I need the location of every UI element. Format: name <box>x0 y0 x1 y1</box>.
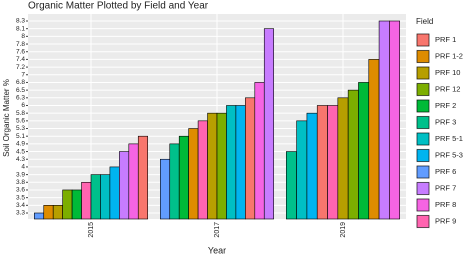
y-tick-label: 5.6 <box>16 118 25 125</box>
legend-label: PRF 8 <box>435 200 456 209</box>
y-tick-label: 8 <box>21 33 25 40</box>
bar <box>389 20 400 220</box>
y-tick-label: 7.6 <box>16 48 25 55</box>
y-tick-label: 8.3 <box>16 18 25 25</box>
y-tick-label: 5.3 <box>16 125 25 132</box>
x-tick-label: 2019 <box>340 222 347 238</box>
y-tick-label: 4.3 <box>16 156 25 163</box>
bar <box>119 151 130 220</box>
bar <box>33 212 45 220</box>
legend-swatch <box>416 198 430 212</box>
bar <box>109 166 120 220</box>
legend-swatch <box>416 66 430 80</box>
bar <box>337 97 349 220</box>
legend-label: PRF 7 <box>435 183 456 192</box>
bar <box>197 120 208 220</box>
y-tick-label: 5.8 <box>16 110 25 117</box>
bar <box>296 120 308 220</box>
legend-swatch <box>416 149 430 162</box>
bar <box>188 128 199 220</box>
bar <box>52 205 63 220</box>
bar <box>43 205 54 220</box>
bar <box>178 135 189 220</box>
y-tick-label: 6.3 <box>16 95 25 102</box>
legend-swatch <box>416 50 430 63</box>
bar <box>137 135 148 220</box>
y-axis-label: Soil Organic Matter % <box>2 79 11 157</box>
bar <box>316 105 328 220</box>
bar <box>128 143 139 220</box>
y-tick-label: 6 <box>21 102 25 109</box>
bar <box>81 181 92 220</box>
y-tick-label: 4.9 <box>16 141 25 148</box>
chart-title: Organic Matter Plotted by Field and Year <box>28 1 209 12</box>
legend-swatch <box>416 116 430 129</box>
bar <box>347 89 359 220</box>
legend-label: PRF 2 <box>435 101 456 110</box>
legend-label: PRF 5-3 <box>435 150 463 159</box>
bar <box>226 105 237 220</box>
y-tick-label: 7.2 <box>16 64 25 71</box>
legend-swatch <box>416 182 430 195</box>
legend-label: PRF 10 <box>435 68 460 77</box>
legend-label: PRF 1-2 <box>435 51 463 60</box>
legend-label: PRF 5-1 <box>435 134 463 143</box>
bar <box>216 112 227 220</box>
y-tick-label: 3.3 <box>16 210 25 217</box>
bar <box>306 112 318 220</box>
legend-label: PRF 1 <box>435 35 456 44</box>
legend-label: PRF 12 <box>435 84 460 93</box>
y-tick-label: 3.8 <box>16 179 25 186</box>
x-axis-label: Year <box>208 245 226 255</box>
y-tick-label: 7.8 <box>16 41 25 48</box>
y-tick-label: 5.1 <box>16 133 25 140</box>
y-tick-label: 8.1 <box>16 25 25 32</box>
bar <box>254 82 265 220</box>
bar <box>378 20 390 220</box>
bar <box>263 28 274 220</box>
bar <box>368 59 380 220</box>
legend-swatch <box>416 132 430 146</box>
legend-swatch <box>416 99 430 113</box>
y-tick-label: 7.4 <box>16 56 25 63</box>
bar <box>207 112 218 220</box>
bar <box>235 105 246 220</box>
y-tick-label: 3.9 <box>16 171 25 178</box>
x-tick-label: 2017 <box>214 222 221 238</box>
y-tick-label: 3.5 <box>16 194 25 201</box>
bar <box>71 189 82 220</box>
bar <box>245 97 256 220</box>
legend-label: PRF 9 <box>435 216 456 225</box>
y-tick-label: 7 <box>21 71 25 78</box>
bar <box>100 174 111 220</box>
y-tick-label: 3.4 <box>16 202 25 209</box>
x-tick-label: 2015 <box>88 222 95 238</box>
legend-swatch <box>416 33 430 47</box>
bar <box>90 174 101 220</box>
legend-swatch <box>416 83 430 96</box>
legend-label: PRF 3 <box>435 117 456 126</box>
bar <box>285 151 297 220</box>
legend-swatch <box>416 215 430 228</box>
y-tick-label: 4 <box>21 164 25 171</box>
bar <box>62 189 73 220</box>
bar <box>358 82 370 220</box>
y-tick-label: 6.5 <box>16 87 25 94</box>
y-tick-label: 4.5 <box>16 148 25 155</box>
bar <box>327 105 339 220</box>
legend-label: PRF 6 <box>435 167 456 176</box>
legend-swatch <box>416 165 430 179</box>
legend-title: Field <box>416 17 433 26</box>
bar <box>169 143 180 220</box>
y-tick-label: 3.6 <box>16 187 25 194</box>
y-tick-label: 6.8 <box>16 79 25 86</box>
bar <box>160 158 171 220</box>
